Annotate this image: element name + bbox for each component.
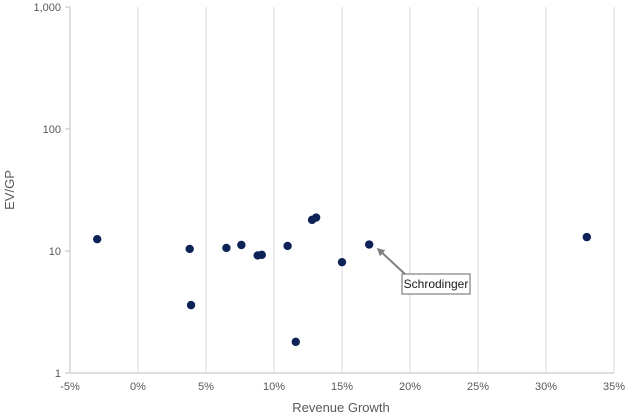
x-tick-label: 20% <box>399 381 421 393</box>
y-tick-label: 10 <box>49 246 61 258</box>
data-point <box>186 300 196 310</box>
data-point <box>337 257 347 267</box>
annotation-arrow <box>376 247 407 276</box>
axes <box>65 6 614 374</box>
annotation-box <box>401 273 471 295</box>
x-tick-label: 35% <box>603 381 625 393</box>
x-tick-label: 30% <box>535 381 557 393</box>
grid-lines <box>137 7 615 373</box>
data-point <box>582 232 591 242</box>
data-points <box>93 213 591 347</box>
y-tick-label: 1 <box>55 368 61 380</box>
x-tick-label: 0% <box>130 381 146 393</box>
data-point <box>291 337 300 347</box>
data-point <box>365 240 374 249</box>
x-tick-label: 25% <box>467 381 489 393</box>
data-point <box>311 213 321 222</box>
x-tick-label: 5% <box>198 381 214 393</box>
data-point <box>237 240 246 250</box>
y-tick-label: 100 <box>43 124 61 136</box>
y-axis-title: EV/GP <box>2 170 17 210</box>
x-axis-title: Revenue Growth <box>292 400 390 415</box>
data-point <box>283 241 292 251</box>
x-tick-label: 15% <box>331 381 353 393</box>
data-point <box>93 234 102 244</box>
annotation: Schrodinger <box>376 247 471 295</box>
y-tick-labels: 1 10 100 1,000 <box>33 2 61 380</box>
x-tick-label: 10% <box>263 381 285 393</box>
data-point <box>257 250 266 260</box>
x-tick-labels: -5% 0% 5% 10% 15% 20% 25% 30% 35% <box>60 381 625 393</box>
annotation-label: Schrodinger <box>404 277 469 291</box>
data-point <box>222 243 231 253</box>
data-point <box>185 244 194 254</box>
y-tick-label: 1,000 <box>33 2 61 14</box>
x-tick-label: -5% <box>60 381 80 393</box>
